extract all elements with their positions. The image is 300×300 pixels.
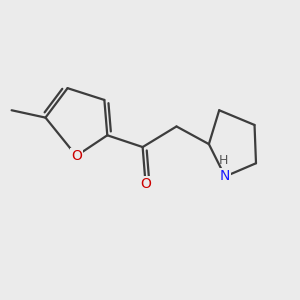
Text: H: H xyxy=(219,154,228,167)
Text: O: O xyxy=(71,149,82,163)
Text: O: O xyxy=(140,177,151,191)
Text: N: N xyxy=(220,169,230,184)
